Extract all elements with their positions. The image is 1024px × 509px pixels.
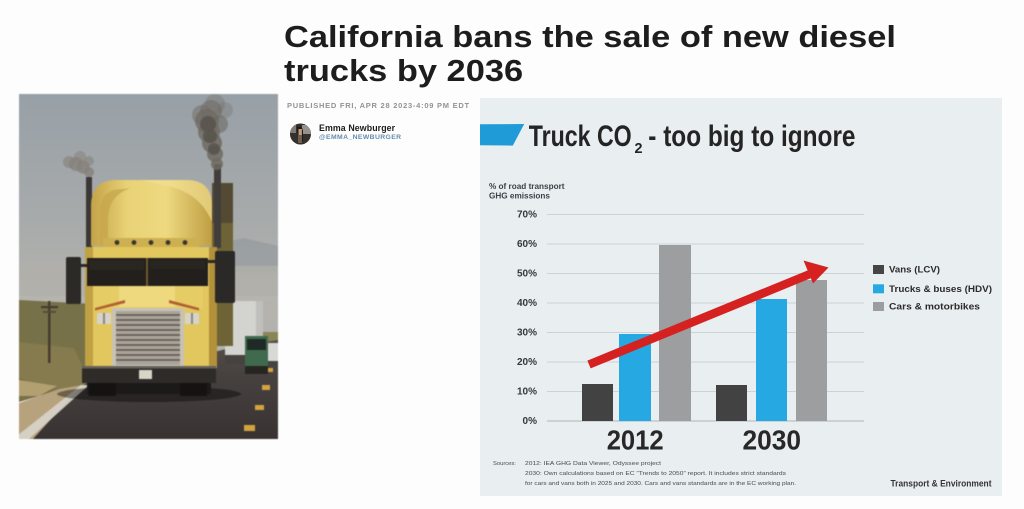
svg-text:40%: 40% xyxy=(517,298,537,309)
svg-text:70%: 70% xyxy=(517,210,537,221)
svg-text:20%: 20% xyxy=(517,357,537,368)
svg-text:Vans (LCV): Vans (LCV) xyxy=(889,265,940,275)
svg-text:0%: 0% xyxy=(523,416,538,427)
svg-text:Truck CO: Truck CO xyxy=(529,120,632,153)
svg-text:50%: 50% xyxy=(517,269,537,280)
svg-text:30%: 30% xyxy=(517,328,537,339)
svg-text:2030: 2030 xyxy=(743,425,802,456)
svg-text:2030: Own calculations based o: 2030: Own calculations based on EC “Tren… xyxy=(525,471,786,477)
svg-text:2: 2 xyxy=(635,140,643,157)
svg-text:2012: 2012 xyxy=(607,425,664,456)
svg-text:10%: 10% xyxy=(517,387,537,398)
svg-text:60%: 60% xyxy=(517,239,537,250)
svg-text:Sources:: Sources: xyxy=(493,461,516,467)
svg-text:Transport & Environment: Transport & Environment xyxy=(891,479,992,489)
svg-text:Cars & motorbikes: Cars & motorbikes xyxy=(889,302,980,312)
svg-text:GHG emissions: GHG emissions xyxy=(489,192,550,201)
svg-text:2012: IEA GHG Data Viewer, Ody: 2012: IEA GHG Data Viewer, Odyssee proje… xyxy=(525,461,661,467)
svg-text:% of road transport: % of road transport xyxy=(489,182,565,191)
svg-text:- too big to ignore: - too big to ignore xyxy=(648,120,855,153)
svg-text:Trucks & buses (HDV): Trucks & buses (HDV) xyxy=(889,284,992,294)
svg-text:for cars and vans both in 2025: for cars and vans both in 2025 and 2030.… xyxy=(525,481,796,487)
